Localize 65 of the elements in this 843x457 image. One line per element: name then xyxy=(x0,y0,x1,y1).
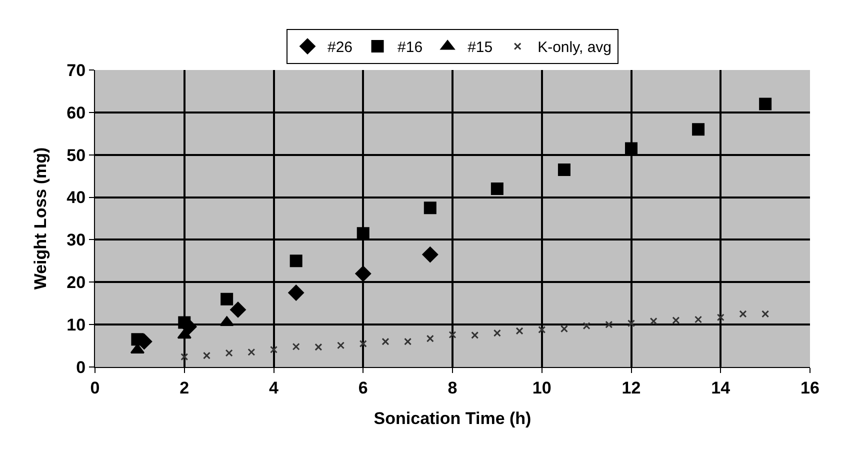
point xyxy=(672,316,680,324)
point xyxy=(625,142,638,155)
point xyxy=(288,284,304,301)
x-tick-label: 6 xyxy=(358,378,368,398)
y-axis-title: Weight Loss (mg) xyxy=(31,147,50,290)
x-tick-label: 8 xyxy=(448,378,458,398)
point xyxy=(739,310,747,318)
point xyxy=(180,353,188,361)
x-tick-label: 0 xyxy=(90,378,100,398)
point xyxy=(230,302,246,318)
legend-label: #15 xyxy=(468,39,493,56)
point xyxy=(290,254,302,268)
point xyxy=(422,246,438,262)
point xyxy=(130,344,145,354)
y-tick-label: 30 xyxy=(66,230,86,250)
point xyxy=(628,320,635,328)
point xyxy=(650,317,658,325)
point xyxy=(292,342,300,350)
point xyxy=(225,349,233,357)
point xyxy=(248,348,256,356)
point xyxy=(558,163,570,176)
point xyxy=(359,340,367,348)
x-tick-label: 10 xyxy=(532,378,552,398)
y-tick-label: 70 xyxy=(66,60,86,80)
point xyxy=(759,98,772,110)
x-tick-label: 4 xyxy=(269,378,280,398)
point xyxy=(493,329,501,337)
legend-label: K-only, avg xyxy=(538,39,612,56)
point xyxy=(356,227,370,240)
point xyxy=(762,310,770,318)
point xyxy=(202,352,210,360)
point xyxy=(471,331,479,339)
point xyxy=(180,318,197,335)
point xyxy=(448,331,456,338)
point xyxy=(424,202,436,214)
point xyxy=(605,320,613,328)
point xyxy=(220,292,234,306)
y-tick-label: 40 xyxy=(66,188,86,208)
point xyxy=(582,322,590,330)
point xyxy=(382,338,390,346)
point xyxy=(692,123,705,136)
x-tick-label: 12 xyxy=(622,378,641,398)
y-tick-label: 50 xyxy=(66,146,86,165)
x-tick-label: 2 xyxy=(180,378,190,398)
point xyxy=(516,327,524,335)
legend-label: #26 xyxy=(328,39,353,56)
point xyxy=(426,334,434,342)
point xyxy=(314,343,322,351)
legend-label: #16 xyxy=(398,39,423,56)
point xyxy=(694,316,702,324)
point xyxy=(355,266,372,282)
y-tick-label: 20 xyxy=(66,273,86,292)
x-axis-title: Sonication Time (h) xyxy=(374,408,532,428)
x-tick-label: 16 xyxy=(800,378,820,398)
y-tick-label: 0 xyxy=(76,358,86,377)
point xyxy=(490,182,504,196)
point xyxy=(337,342,345,350)
y-tick-label: 60 xyxy=(66,103,86,122)
y-tick-label: 10 xyxy=(66,316,86,335)
x-tick-label: 14 xyxy=(711,378,731,398)
point xyxy=(716,314,724,322)
point xyxy=(560,325,568,333)
point xyxy=(270,346,278,354)
point xyxy=(538,326,546,334)
point xyxy=(404,338,412,346)
